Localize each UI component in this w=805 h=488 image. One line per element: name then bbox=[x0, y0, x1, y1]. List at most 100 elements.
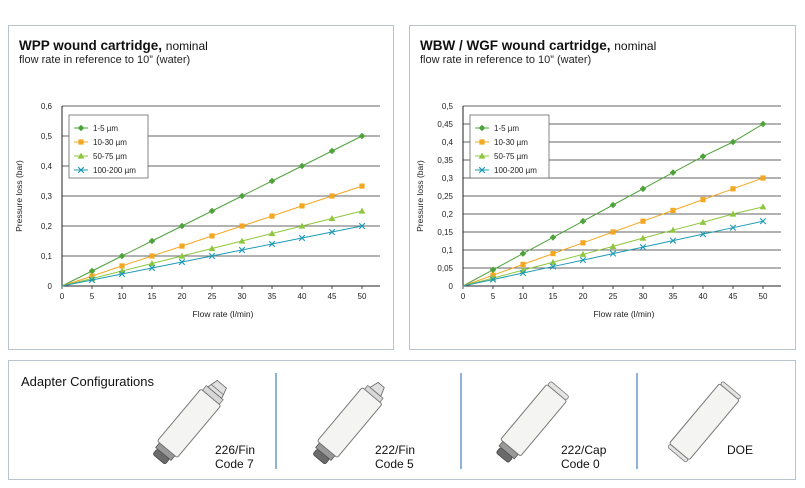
data-point bbox=[208, 245, 216, 252]
y-tick-label: 0 bbox=[449, 282, 454, 291]
legend-box bbox=[68, 114, 149, 179]
divider bbox=[636, 373, 638, 469]
y-tick-label: 0,25 bbox=[437, 192, 453, 201]
data-point bbox=[729, 138, 737, 146]
y-tick-label: 0,35 bbox=[437, 156, 453, 165]
data-point bbox=[549, 263, 557, 270]
x-tick-label: 15 bbox=[148, 292, 157, 301]
legend-marker bbox=[478, 124, 486, 132]
y-tick-label: 0,05 bbox=[437, 264, 453, 273]
data-point bbox=[88, 276, 96, 284]
data-point bbox=[489, 266, 497, 274]
y-tick-label: 0,3 bbox=[442, 174, 454, 183]
x-axis-label: Flow rate (l/min) bbox=[193, 309, 254, 319]
data-point bbox=[609, 243, 617, 249]
x-tick-label: 15 bbox=[549, 292, 558, 301]
legend-marker bbox=[78, 139, 84, 145]
x-tick-label: 50 bbox=[759, 292, 768, 301]
wpp-line-chart: 0 0,1 0,2 0,3 0,4 0,5 0,6 0 5 10 15 20 25 30 35 40 45 50 F… bbox=[14, 102, 380, 319]
x-tick-label: 20 bbox=[579, 292, 588, 301]
data-point bbox=[358, 222, 366, 230]
data-point bbox=[640, 218, 646, 224]
data-point bbox=[579, 250, 587, 257]
series-3 bbox=[462, 218, 767, 287]
data-point bbox=[118, 270, 126, 278]
adapter-configurations-panel: Adapter Configurations 226/Fin Code 7 222… bbox=[8, 360, 796, 480]
data-point bbox=[328, 228, 336, 236]
legend-label: 50-75 µm bbox=[93, 152, 127, 161]
adapter-label-222-fin: 222/Fin Code 5 bbox=[375, 443, 416, 471]
y-tick-label: 0,2 bbox=[41, 222, 53, 231]
data-point bbox=[358, 132, 366, 140]
data-point bbox=[208, 252, 216, 260]
data-point bbox=[269, 213, 275, 219]
legend-marker bbox=[478, 152, 486, 159]
legend-label: 10-30 µm bbox=[93, 138, 127, 147]
series-3 bbox=[61, 222, 366, 287]
x-tick-label: 35 bbox=[268, 292, 277, 301]
cartridge-222-fin-icon bbox=[313, 381, 385, 465]
data-point bbox=[118, 252, 126, 260]
x-tick-label: 0 bbox=[461, 292, 466, 301]
data-point bbox=[699, 153, 707, 160]
legend-marker bbox=[77, 152, 85, 159]
data-point bbox=[329, 193, 335, 199]
data-point bbox=[520, 261, 526, 267]
legend-box bbox=[469, 114, 550, 179]
data-point bbox=[178, 252, 186, 259]
x-tick-label: 0 bbox=[60, 292, 65, 301]
data-point bbox=[759, 120, 767, 128]
adapter-label-doe: DOE bbox=[727, 443, 754, 457]
x-tick-label: 30 bbox=[639, 292, 648, 301]
legend-label: 1-5 µm bbox=[494, 124, 519, 133]
data-point bbox=[549, 258, 557, 265]
legend-label: 1-5 µm bbox=[93, 124, 118, 133]
chart-title: WBW / WGF wound cartridge, nominal bbox=[420, 38, 657, 53]
data-point bbox=[299, 203, 305, 209]
x-tick-label: 10 bbox=[519, 292, 528, 301]
data-point bbox=[148, 260, 156, 267]
data-point bbox=[639, 185, 647, 193]
cartridge-226-fin-icon bbox=[153, 379, 227, 465]
data-point bbox=[178, 258, 186, 266]
data-point bbox=[208, 207, 216, 215]
data-point bbox=[700, 197, 706, 203]
data-point bbox=[179, 243, 185, 249]
chart-subtitle: flow rate in reference to 10” (water) bbox=[420, 54, 592, 66]
data-point bbox=[268, 177, 276, 185]
legend-label: 100-200 µm bbox=[93, 166, 136, 175]
data-point bbox=[699, 230, 707, 238]
data-point bbox=[178, 222, 186, 230]
x-tick-label: 45 bbox=[328, 292, 337, 301]
wbw-wgf-line-chart: 0 0,05 0,1 0,15 0,2 0,25 0,3 0,35 0,4 0,45 0,5 0 5 10… bbox=[415, 102, 781, 319]
data-point bbox=[730, 186, 736, 192]
data-point bbox=[549, 234, 557, 241]
data-point bbox=[639, 243, 647, 251]
legend-marker bbox=[478, 166, 486, 174]
data-point bbox=[119, 263, 125, 269]
y-tick-label: 0,1 bbox=[41, 252, 53, 261]
data-point bbox=[359, 183, 365, 189]
data-point bbox=[298, 234, 306, 242]
chart-subtitle: flow rate in reference to 10” (water) bbox=[19, 54, 191, 66]
y-axis-label: Pressure loss (bar) bbox=[14, 160, 24, 232]
legend-label: 50-75 µm bbox=[494, 152, 528, 161]
chart-title: WPP wound cartridge, nominal bbox=[19, 38, 208, 53]
data-point bbox=[610, 229, 616, 235]
data-point bbox=[519, 250, 527, 257]
data-point bbox=[609, 201, 617, 209]
x-tick-label: 35 bbox=[669, 292, 678, 301]
data-point bbox=[88, 267, 96, 275]
data-point bbox=[298, 222, 306, 229]
data-point bbox=[639, 234, 647, 241]
y-tick-label: 0,1 bbox=[442, 246, 454, 255]
data-point bbox=[489, 276, 497, 283]
legend-label: 100-200 µm bbox=[494, 166, 537, 175]
data-point bbox=[550, 251, 556, 257]
y-tick-label: 0,6 bbox=[41, 102, 53, 111]
data-point bbox=[268, 230, 276, 237]
x-tick-label: 45 bbox=[729, 292, 738, 301]
legend-marker bbox=[77, 166, 85, 174]
data-point bbox=[579, 217, 587, 225]
y-tick-label: 0,15 bbox=[437, 228, 453, 237]
